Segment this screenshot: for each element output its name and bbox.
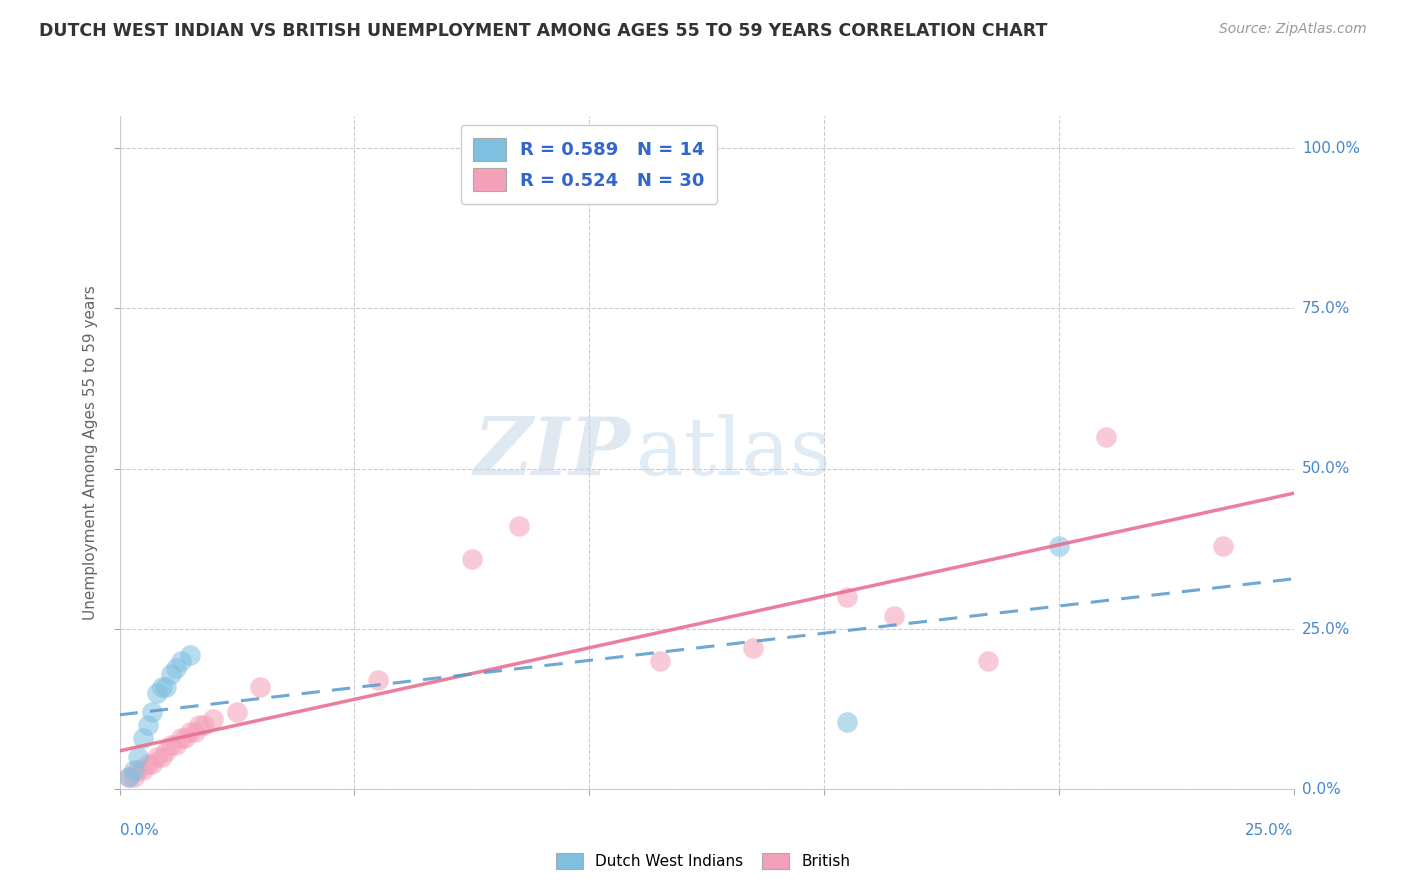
Point — [160, 667, 183, 681]
Point — [174, 731, 197, 745]
Point — [169, 731, 191, 745]
Legend: Dutch West Indians, British: Dutch West Indians, British — [550, 847, 856, 875]
Point — [249, 680, 271, 694]
Point — [202, 712, 225, 726]
Point — [146, 686, 169, 700]
Point — [136, 718, 159, 732]
Text: DUTCH WEST INDIAN VS BRITISH UNEMPLOYMENT AMONG AGES 55 TO 59 YEARS CORRELATION : DUTCH WEST INDIAN VS BRITISH UNEMPLOYMEN… — [39, 22, 1047, 40]
Point — [460, 551, 484, 566]
Point — [367, 673, 389, 688]
Point — [1212, 539, 1234, 553]
Point — [141, 706, 163, 720]
Text: Source: ZipAtlas.com: Source: ZipAtlas.com — [1219, 22, 1367, 37]
Point — [122, 770, 145, 784]
Point — [742, 641, 765, 656]
Point — [150, 750, 173, 764]
Point — [122, 763, 145, 777]
Point — [193, 718, 215, 732]
Text: 0.0%: 0.0% — [120, 823, 159, 838]
Text: 25.0%: 25.0% — [1302, 622, 1350, 637]
Point — [169, 654, 191, 668]
Point — [150, 680, 173, 694]
Point — [165, 660, 187, 674]
Text: 100.0%: 100.0% — [1302, 141, 1360, 155]
Point — [648, 654, 671, 668]
Text: ZIP: ZIP — [474, 414, 630, 491]
Point — [127, 763, 149, 777]
Point — [883, 609, 905, 624]
Point — [118, 770, 141, 784]
Point — [136, 756, 159, 771]
Text: 75.0%: 75.0% — [1302, 301, 1350, 316]
Text: 0.0%: 0.0% — [1302, 782, 1341, 797]
Point — [183, 724, 205, 739]
Point — [141, 756, 163, 771]
Point — [118, 770, 141, 784]
Point — [127, 750, 149, 764]
Y-axis label: Unemployment Among Ages 55 to 59 years: Unemployment Among Ages 55 to 59 years — [83, 285, 98, 620]
Point — [225, 706, 249, 720]
Point — [179, 724, 201, 739]
Point — [188, 718, 211, 732]
Text: 50.0%: 50.0% — [1302, 461, 1350, 476]
Text: 25.0%: 25.0% — [1246, 823, 1294, 838]
Point — [837, 590, 859, 604]
Point — [179, 648, 201, 662]
Point — [155, 744, 177, 758]
Point — [132, 731, 155, 745]
Text: atlas: atlas — [636, 414, 831, 491]
Point — [155, 680, 177, 694]
Legend: R = 0.589   N = 14, R = 0.524   N = 30: R = 0.589 N = 14, R = 0.524 N = 30 — [461, 125, 717, 204]
Point — [132, 763, 155, 777]
Point — [837, 715, 859, 730]
Point — [1094, 430, 1116, 444]
Point — [1047, 539, 1070, 553]
Point — [160, 738, 183, 752]
Point — [977, 654, 1000, 668]
Point — [146, 750, 169, 764]
Point — [165, 738, 187, 752]
Point — [508, 519, 530, 533]
